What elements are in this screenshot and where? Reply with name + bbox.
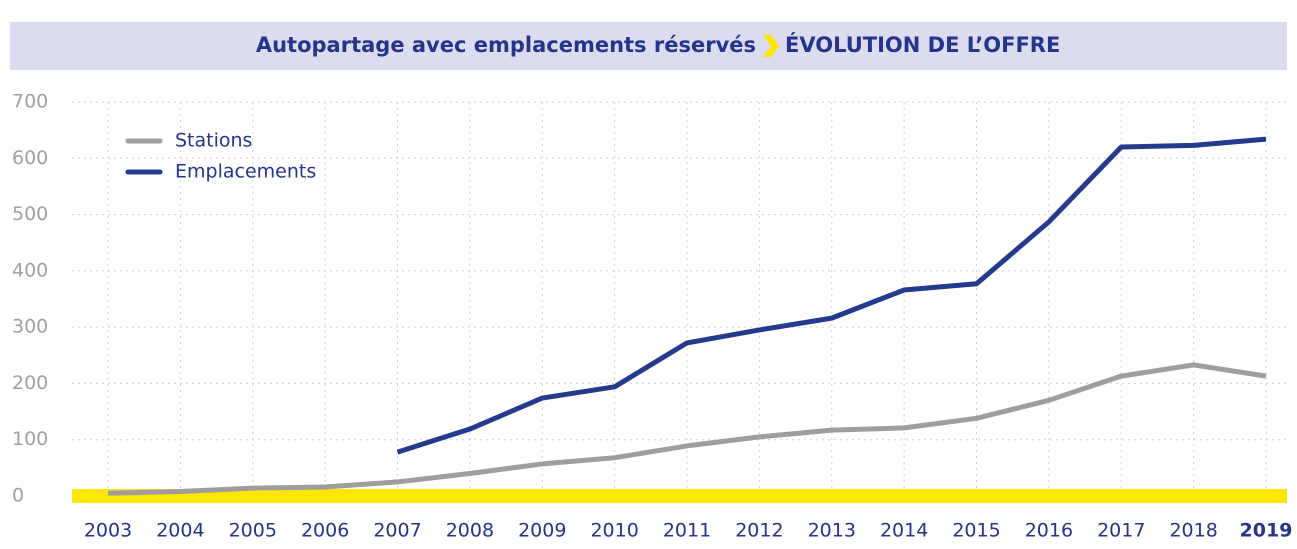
x-tick-label: 2007 [373, 520, 421, 542]
x-tick-label: 2013 [808, 520, 856, 542]
x-tick-label: 2015 [952, 520, 1000, 542]
x-tick-label: 2018 [1169, 520, 1217, 542]
legend-label: Emplacements [175, 161, 316, 183]
x-tick-label: 2005 [229, 520, 277, 542]
y-tick-label: 500 [12, 203, 48, 225]
x-tick-label: 2014 [880, 520, 928, 542]
baseline [72, 489, 1287, 503]
title-band [10, 22, 1287, 70]
chart-subtitle: ÉVOLUTION DE L’OFFRE [785, 32, 1060, 57]
x-tick-label: 2017 [1097, 520, 1145, 542]
series-line [107, 362, 1267, 496]
x-tick-label: 2003 [84, 520, 132, 542]
x-tick-label: 2016 [1025, 520, 1073, 542]
y-tick-label: 0 [12, 485, 24, 507]
y-tick-label: 200 [12, 372, 48, 394]
y-tick-label: 600 [12, 147, 48, 169]
x-tick-label: 2004 [156, 520, 204, 542]
x-tick-label: 2008 [446, 520, 494, 542]
x-tick-label: 2009 [518, 520, 566, 542]
y-tick-label: 700 [12, 91, 48, 113]
y-tick-label: 300 [12, 316, 48, 338]
x-tick-label: 2010 [590, 520, 638, 542]
y-tick-label: 100 [12, 428, 48, 450]
x-tick-label: 2012 [735, 520, 783, 542]
y-tick-label: 400 [12, 259, 48, 281]
chart-title: Autopartage avec emplacements réservés [256, 33, 756, 57]
chevron [763, 35, 779, 57]
series-line [396, 136, 1267, 455]
x-tick-label: 2006 [301, 520, 349, 542]
x-tick-label: 2011 [663, 520, 711, 542]
x-tick-label: 2019 [1240, 520, 1293, 542]
legend-label: Stations [175, 130, 252, 152]
